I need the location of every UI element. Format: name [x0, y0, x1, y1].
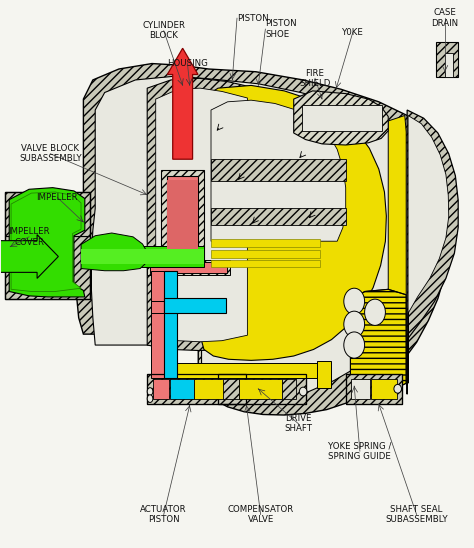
Ellipse shape — [147, 387, 153, 395]
Text: SHAFT SEAL
SUBASSEMBLY: SHAFT SEAL SUBASSEMBLY — [385, 505, 448, 524]
Bar — [170, 380, 193, 398]
Bar — [151, 271, 164, 378]
Bar — [161, 170, 204, 263]
Bar — [5, 192, 91, 299]
Ellipse shape — [300, 387, 307, 396]
FancyArrow shape — [167, 48, 198, 159]
Bar — [5, 236, 91, 299]
Bar — [218, 374, 306, 404]
Text: YOKE SPRING /
SPRING GUIDE: YOKE SPRING / SPRING GUIDE — [328, 441, 392, 461]
Polygon shape — [81, 233, 147, 271]
Bar — [239, 380, 282, 398]
Polygon shape — [408, 116, 449, 383]
Polygon shape — [407, 110, 458, 394]
Bar — [437, 42, 458, 77]
Polygon shape — [11, 192, 81, 292]
Text: FIRE
SHIELD: FIRE SHIELD — [299, 68, 331, 88]
Bar — [302, 105, 382, 131]
Bar — [5, 192, 91, 236]
Bar — [371, 380, 397, 398]
Bar — [223, 380, 239, 398]
Text: PISTON: PISTON — [237, 14, 269, 22]
Text: DRIVE
SHAFT: DRIVE SHAFT — [284, 414, 312, 433]
Ellipse shape — [344, 332, 365, 358]
Polygon shape — [388, 116, 406, 319]
Bar — [147, 260, 230, 275]
Bar — [147, 374, 246, 404]
Text: Y0KE: Y0KE — [342, 28, 364, 37]
Bar — [346, 374, 402, 404]
Bar — [150, 262, 227, 273]
Bar — [351, 380, 370, 398]
Polygon shape — [350, 289, 406, 393]
Polygon shape — [211, 100, 346, 241]
Ellipse shape — [147, 395, 153, 402]
Polygon shape — [156, 88, 247, 342]
Text: IMPELLER: IMPELLER — [36, 193, 78, 202]
Polygon shape — [294, 91, 388, 145]
Text: IMPELLER
COVER: IMPELLER COVER — [8, 227, 50, 247]
Bar — [346, 374, 402, 404]
Ellipse shape — [344, 288, 365, 315]
Ellipse shape — [394, 384, 401, 393]
Bar — [318, 362, 330, 387]
Bar — [211, 159, 346, 181]
FancyArrow shape — [0, 235, 58, 278]
Bar — [211, 208, 346, 225]
Text: PISTON
SHOE: PISTON SHOE — [265, 19, 297, 39]
Ellipse shape — [365, 299, 385, 326]
Text: CASE
DRAIN: CASE DRAIN — [431, 8, 458, 28]
Polygon shape — [147, 78, 256, 351]
Bar — [445, 53, 454, 77]
Bar — [147, 374, 246, 404]
Polygon shape — [9, 187, 85, 297]
Ellipse shape — [344, 311, 365, 338]
Bar — [164, 363, 329, 378]
Polygon shape — [200, 85, 386, 361]
Text: HOUSING: HOUSING — [167, 59, 208, 67]
Bar — [167, 180, 198, 252]
Bar — [282, 380, 296, 398]
Bar — [153, 380, 169, 398]
Polygon shape — [91, 76, 434, 404]
Bar — [211, 260, 319, 267]
Polygon shape — [76, 64, 452, 415]
Bar — [211, 239, 319, 247]
Bar — [194, 380, 225, 398]
Bar — [218, 374, 306, 404]
Bar — [164, 271, 177, 378]
Bar — [81, 246, 204, 267]
Bar — [81, 249, 204, 264]
Bar — [151, 301, 169, 313]
Text: ACTUATOR
PISTON: ACTUATOR PISTON — [140, 505, 187, 524]
Text: CYLINDER
BLOCK: CYLINDER BLOCK — [142, 21, 185, 41]
Bar — [211, 250, 319, 258]
Text: VALVE BLOCK
SUBASSEMBLY: VALVE BLOCK SUBASSEMBLY — [19, 144, 82, 163]
Text: COMPENSATOR
VALVE: COMPENSATOR VALVE — [228, 505, 294, 524]
Bar — [164, 298, 226, 313]
Bar — [167, 175, 198, 256]
